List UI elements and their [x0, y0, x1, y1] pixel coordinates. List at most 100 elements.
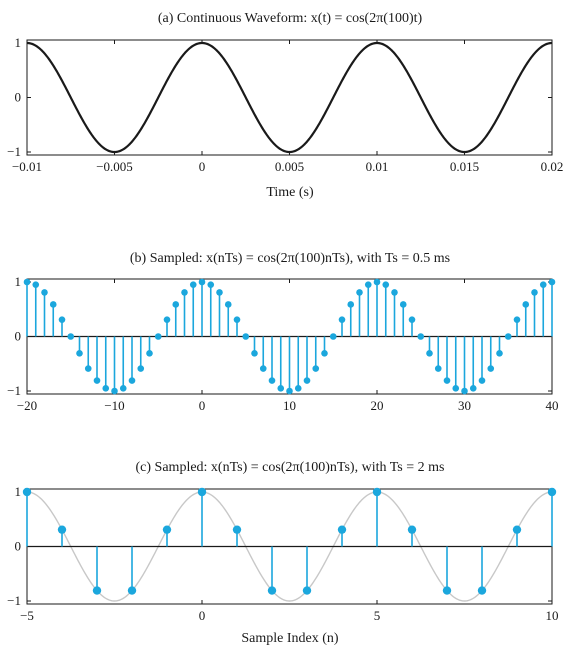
panel-c-stem-marker — [267, 586, 277, 595]
panel-b-x-tick-label: 20 — [371, 398, 384, 413]
panel-b-stem-marker — [181, 289, 188, 296]
panel-c-stem-marker — [372, 487, 382, 497]
panel-c-stem-marker — [57, 525, 67, 534]
panel-b-stem-marker — [452, 385, 460, 392]
panel-a-x-tick-label: −0.005 — [96, 159, 133, 174]
panel-b-stem-marker — [233, 316, 241, 323]
panel-b-title: (b) Sampled: x(nTs) = cos(2π(100)nTs), w… — [130, 251, 450, 266]
panel-b-stem-marker — [329, 333, 337, 340]
panel-c-stem-marker — [197, 487, 207, 497]
panel-c-stem-marker — [127, 586, 137, 595]
panel-b-stem-marker — [128, 377, 136, 384]
panel-b-stem-marker — [163, 316, 171, 323]
panel-c-stem-marker — [337, 525, 347, 534]
panel-b-stem-marker — [513, 316, 521, 323]
panel-b-stem-marker — [338, 316, 346, 323]
panel-a-y-tick-label: 1 — [15, 35, 22, 50]
panel-b-stem-marker — [522, 301, 530, 308]
panel-a-plot-frame — [26, 39, 553, 156]
panel-c-stem-marker — [547, 487, 557, 497]
panel-a-title: (a) Continuous Waveform: x(t) = cos(2π(1… — [158, 11, 423, 26]
panel-b-stem-marker — [198, 278, 206, 286]
panel-a-y-tick-label: 0 — [15, 90, 22, 105]
panel-b-stem-marker — [408, 316, 416, 323]
panel-b-stem-marker — [504, 333, 512, 340]
panel-b-stem-marker — [312, 365, 320, 372]
panel-b-stem-marker — [216, 289, 223, 296]
panel-c-stem-marker — [442, 586, 452, 595]
panel-c-stem-marker — [22, 487, 32, 497]
panel-b-stem-marker — [76, 350, 83, 357]
panel-b-stem-marker — [399, 301, 407, 308]
panel-c-y-tick-label: −1 — [7, 593, 21, 608]
panel-b-stem-marker — [391, 289, 398, 296]
panel-c-x-tick-label: 5 — [374, 608, 381, 623]
panel-a-x-tick-label: 0.01 — [366, 159, 389, 174]
panel-c-x-axis: −5 0 5 10 — [20, 489, 559, 623]
panel-b-stem-marker — [172, 301, 180, 308]
panel-c-stems — [22, 487, 557, 595]
panel-b-stem-marker — [268, 377, 276, 384]
panel-a-x-tick-label: 0.005 — [275, 159, 304, 174]
panel-b-stem-marker — [321, 350, 328, 357]
panel-b-x-tick-label: 10 — [283, 398, 296, 413]
panel-b-stem-marker — [102, 385, 110, 392]
panel-b-stem-marker — [41, 289, 48, 296]
panel-b-stem-marker — [119, 385, 127, 392]
panel-a-x-tick-label: 0.015 — [450, 159, 479, 174]
panel-c-title: (c) Sampled: x(nTs) = cos(2π(100)nTs), w… — [136, 460, 445, 475]
panel-b-y-tick-label: 1 — [15, 274, 22, 289]
panel-c-x-tick-label: −5 — [20, 608, 34, 623]
panel-b-stem-marker — [189, 281, 197, 288]
panel-b-stem-marker — [539, 281, 547, 288]
panel-c-y-tick-label: 1 — [15, 484, 22, 499]
panel-b-x-tick-label: 30 — [458, 398, 471, 413]
panel-b-y-tick-label: −1 — [7, 383, 21, 398]
panel-b-stem-marker — [469, 385, 477, 392]
panel-a-cosine-curve — [26, 41, 553, 154]
panel-b-stem-marker — [93, 377, 101, 384]
panel-c-stem-marker — [477, 586, 487, 595]
panel-b-stem-marker — [382, 281, 390, 288]
panel-a-x-tick-label: 0 — [199, 159, 206, 174]
panel-a-y-tick-label: −1 — [7, 144, 21, 159]
panel-b-x-tick-label: 40 — [546, 398, 559, 413]
panel-b-stem-marker — [548, 278, 556, 286]
panel-b-stem-marker — [242, 333, 250, 340]
panel-b-stem-marker — [443, 377, 451, 384]
panel-c-stem-marker — [232, 525, 242, 534]
panel-b-y-tick-label: 0 — [15, 329, 22, 344]
panel-b-stem-marker — [58, 316, 66, 323]
panel-b-stem-marker — [461, 387, 468, 395]
panel-a-x-tick-label: −0.01 — [12, 159, 42, 174]
panel-b-stems — [23, 278, 556, 395]
panel-b-stem-marker — [224, 301, 232, 308]
panel-b-stem-marker — [49, 301, 57, 308]
panel-b-stem-marker — [67, 333, 75, 340]
panel-b-stem-marker — [259, 365, 267, 372]
panel-b-stem-marker — [478, 377, 486, 384]
panel-b-x-tick-label: 0 — [199, 398, 206, 413]
panel-a-x-axis-label: Time (s) — [266, 185, 314, 200]
panel-a-continuous-waveform: (a) Continuous Waveform: x(t) = cos(2π(1… — [7, 11, 563, 200]
panel-b-stem-marker — [347, 301, 355, 308]
panel-b-stem-marker — [294, 385, 302, 392]
panel-b-stem-marker — [417, 333, 425, 340]
panel-b-stem-marker — [146, 350, 153, 357]
panel-b-stem-marker — [487, 365, 495, 372]
panel-b-stem-marker — [303, 377, 311, 384]
panel-c-underlying-cosine — [26, 491, 553, 602]
panel-c-stem-marker — [512, 525, 522, 534]
panel-b-stem-marker — [32, 281, 40, 288]
panel-a-y-axis: 1 0 −1 — [7, 35, 552, 159]
panel-b-stem-marker — [84, 365, 92, 372]
panel-b-stem-marker — [137, 365, 145, 372]
panel-b-x-tick-label: −20 — [17, 398, 37, 413]
panel-b-stem-marker — [251, 350, 258, 357]
panel-b-stem-marker — [154, 333, 162, 340]
panel-b-stem-marker — [531, 289, 538, 296]
panel-c-stem-marker — [162, 525, 172, 534]
panel-a-x-tick-label: 0.02 — [541, 159, 564, 174]
panel-c-stem-marker — [302, 586, 312, 595]
